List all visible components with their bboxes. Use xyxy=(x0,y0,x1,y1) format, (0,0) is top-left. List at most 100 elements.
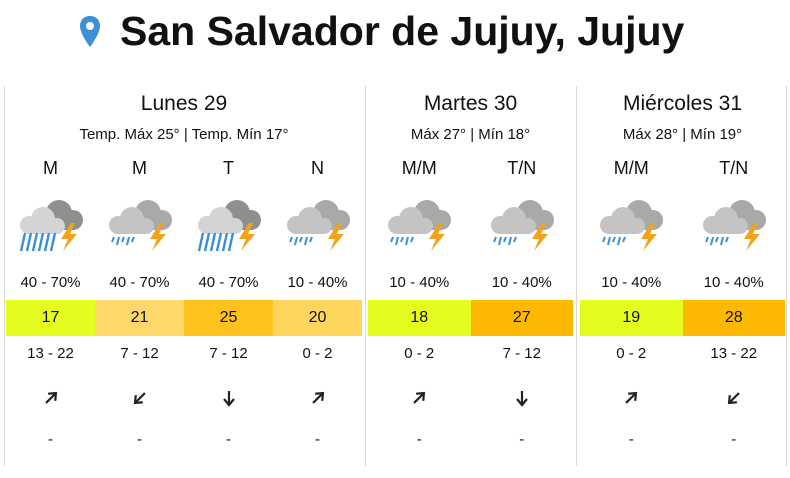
wind-arrow xyxy=(184,388,273,408)
icon-part xyxy=(502,236,507,243)
icon-part xyxy=(728,392,740,404)
icon-part xyxy=(625,391,638,404)
icon-part xyxy=(311,391,324,404)
icon-part xyxy=(222,398,235,407)
wind-arrow xyxy=(471,388,574,408)
gust: - xyxy=(519,431,525,448)
weather-icon xyxy=(580,193,683,255)
icon-part xyxy=(641,223,658,251)
precip-range: 10 - 40% xyxy=(703,274,764,291)
gust: - xyxy=(137,431,142,448)
icon-part xyxy=(429,223,446,251)
period-label: M xyxy=(132,158,147,178)
wind-arrow xyxy=(273,388,362,408)
icon-part xyxy=(117,225,146,234)
divider xyxy=(4,86,5,466)
temperature: 17 xyxy=(6,300,95,336)
precip-range: 40 - 70% xyxy=(20,274,81,291)
weather-icon xyxy=(471,193,574,255)
icon-part xyxy=(298,236,303,243)
icon-part xyxy=(711,225,740,234)
weather-icon xyxy=(6,193,95,255)
icon-part xyxy=(133,392,146,405)
icon-part xyxy=(197,200,261,252)
icon-part xyxy=(600,200,664,251)
icon-part xyxy=(120,236,125,243)
location-pin xyxy=(80,16,100,47)
day-name: Martes 30 xyxy=(423,92,518,115)
icon-part xyxy=(314,391,324,401)
icon-part xyxy=(743,223,760,251)
gust: - xyxy=(416,431,422,448)
icon-part xyxy=(515,391,528,407)
weather-icon xyxy=(273,193,362,255)
icon-part xyxy=(617,236,622,246)
icon-part xyxy=(227,232,234,252)
divider xyxy=(786,86,787,466)
period-label: T xyxy=(223,158,234,178)
icon-part xyxy=(295,225,324,234)
icon-part xyxy=(110,236,115,243)
day-summary: Máx 28° | Mín 19° xyxy=(622,126,743,143)
precip-range: 10 - 40% xyxy=(491,274,552,291)
icon-part xyxy=(413,391,426,404)
weather-icon xyxy=(368,193,471,255)
wind-range: 0 - 2 xyxy=(302,345,333,362)
icon-part xyxy=(622,236,627,243)
icon-part xyxy=(60,223,77,251)
icon-part xyxy=(44,391,57,404)
precip-range: 10 - 40% xyxy=(601,274,662,291)
icon-part xyxy=(395,236,400,246)
period-label: T/N xyxy=(507,158,537,178)
icon-part xyxy=(704,236,709,243)
icon-part xyxy=(413,392,425,404)
icon-part xyxy=(388,207,434,234)
icon-part xyxy=(19,200,83,252)
icon-part xyxy=(47,391,57,401)
icon-part xyxy=(293,236,298,246)
icon-part xyxy=(25,232,32,252)
page-title: San Salvador de Jujuy, Jujuy xyxy=(120,8,685,54)
icon-part xyxy=(197,232,204,252)
icon-part xyxy=(28,225,57,234)
icon-part xyxy=(108,207,154,234)
precip-range: 10 - 40% xyxy=(287,274,348,291)
icon-part xyxy=(19,207,65,234)
icon-part xyxy=(719,236,724,246)
icon-part xyxy=(286,200,350,251)
temperature: 19 xyxy=(580,300,683,336)
day-summary: Temp. Máx 25° | Temp. Mín 17° xyxy=(79,126,289,143)
period-label: M/M xyxy=(613,158,649,178)
icon-part xyxy=(308,236,313,243)
icon-part xyxy=(727,392,740,405)
period-label: M xyxy=(43,158,58,178)
temperature: 25 xyxy=(184,300,273,336)
day-name: Miércoles 31 xyxy=(622,92,743,115)
icon-part xyxy=(416,391,426,401)
wind-arrow xyxy=(580,388,683,408)
wind-arrow xyxy=(368,388,471,408)
icon-part xyxy=(625,391,638,404)
icon-part xyxy=(727,392,740,405)
icon-part xyxy=(44,392,56,404)
period-label: N xyxy=(311,158,324,178)
icon-part xyxy=(149,223,166,251)
icon-part xyxy=(221,232,228,252)
wind-arrow xyxy=(6,388,95,408)
icon-part xyxy=(133,395,143,405)
wind-range: 0 - 2 xyxy=(404,345,435,362)
icon-part xyxy=(515,391,528,407)
gust: - xyxy=(731,431,737,448)
wind-range: 7 - 12 xyxy=(502,345,541,362)
icon-part xyxy=(209,232,216,252)
icon-part xyxy=(44,391,57,404)
temperature: 21 xyxy=(95,300,184,336)
icon-part xyxy=(512,236,517,243)
icon-part xyxy=(515,398,528,407)
icon-part xyxy=(303,236,308,246)
wind-range: 13 - 22 xyxy=(27,345,74,362)
icon-part xyxy=(405,236,410,246)
icon-part xyxy=(288,236,293,243)
icon-part xyxy=(222,391,235,407)
icon-part xyxy=(238,223,255,251)
